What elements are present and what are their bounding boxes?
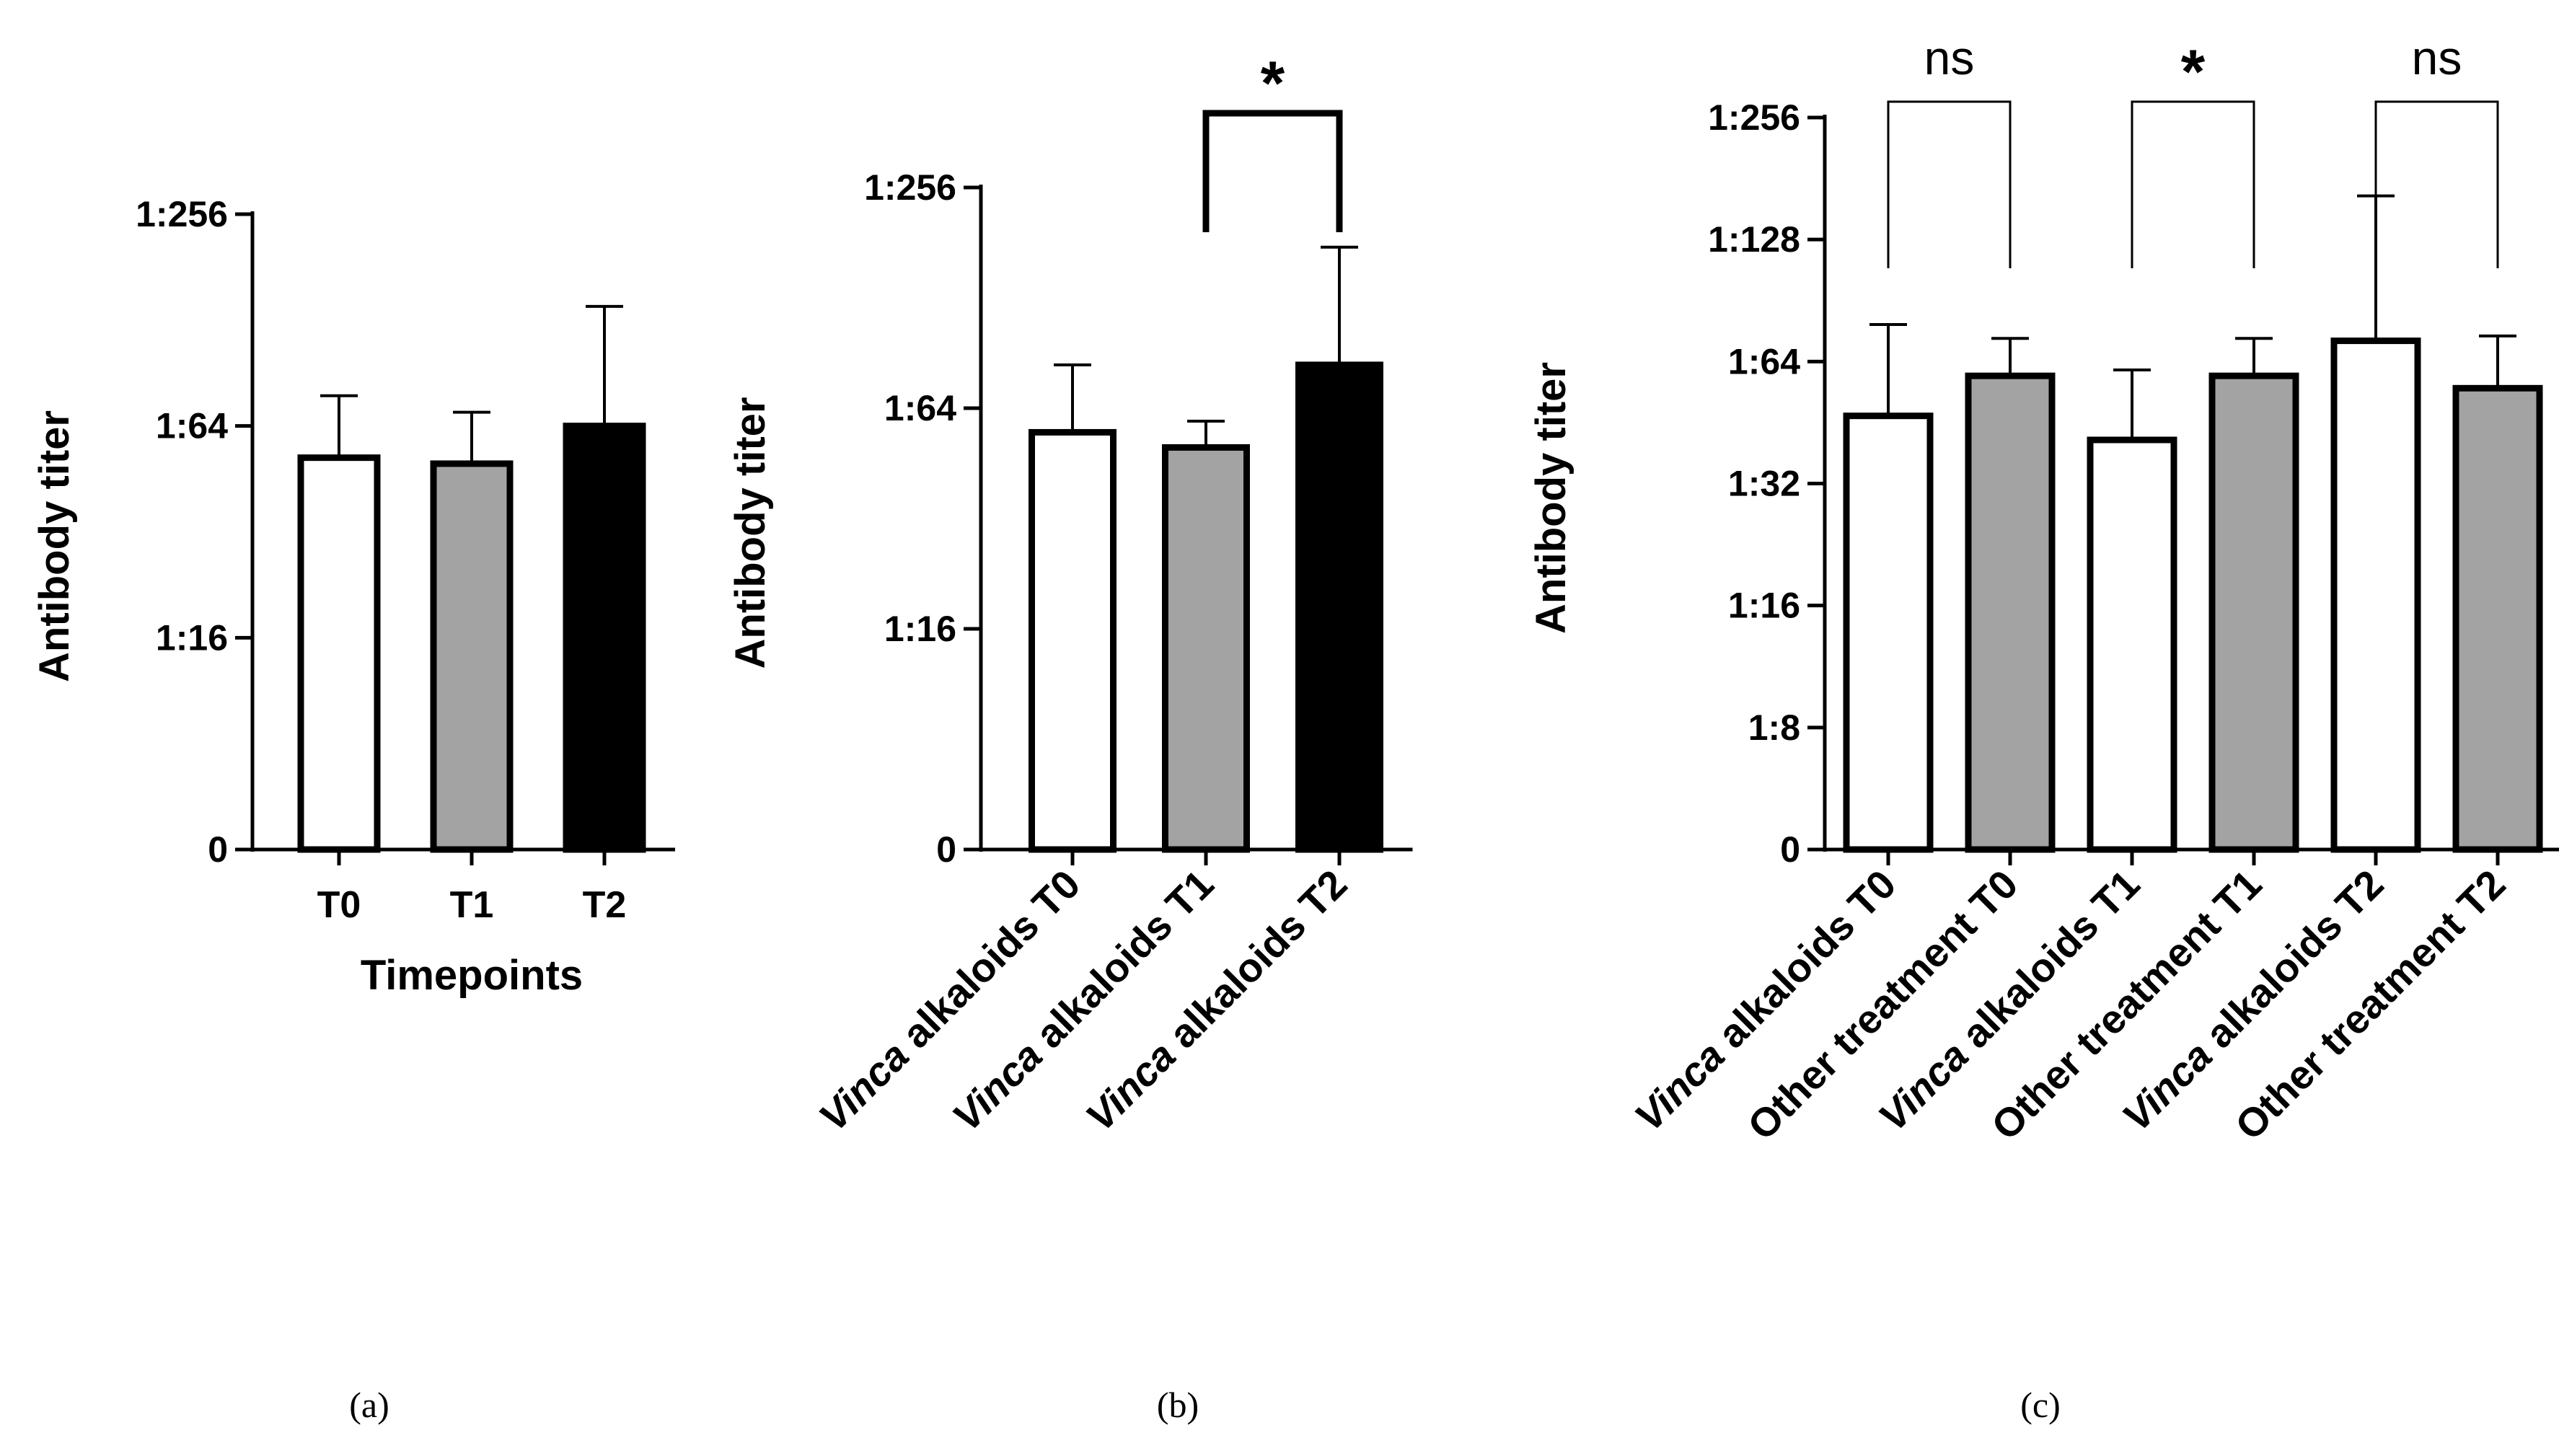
y-tick-label: 0 bbox=[936, 829, 956, 870]
bar bbox=[1029, 428, 1116, 853]
y-tick-label: 1:256 bbox=[864, 167, 956, 208]
x-tick-label: T2 bbox=[583, 884, 627, 926]
y-tick-label: 1:256 bbox=[1708, 97, 1800, 138]
bar bbox=[1295, 361, 1383, 853]
bar bbox=[2452, 384, 2543, 853]
significance-bracket bbox=[1887, 100, 2012, 268]
significance-label: ns bbox=[1924, 31, 1975, 84]
bar bbox=[1162, 444, 1250, 853]
x-tick-label: T0 bbox=[317, 884, 361, 926]
significance-bracket bbox=[1202, 110, 1343, 232]
bar bbox=[1965, 372, 2056, 853]
y-tick-label: 0 bbox=[1780, 829, 1800, 870]
significance-label: * bbox=[1261, 49, 1285, 118]
x-axis-title: Timepoints bbox=[361, 952, 583, 999]
y-tick-label: 1:64 bbox=[156, 406, 228, 446]
y-tick-label: 1:8 bbox=[1748, 707, 1800, 748]
bar bbox=[297, 454, 381, 853]
y-tick-label: 1:16 bbox=[884, 609, 956, 649]
significance-label: * bbox=[2181, 37, 2206, 107]
y-axis-title: Antibody titer bbox=[727, 397, 774, 669]
y-tick-label: 1:32 bbox=[1728, 464, 1800, 504]
y-tick-label: 1:128 bbox=[1708, 219, 1800, 260]
y-tick-label: 1:64 bbox=[884, 388, 956, 428]
y-tick-label: 1:16 bbox=[156, 617, 228, 658]
y-axis-title: Antibody titer bbox=[1528, 362, 1574, 634]
y-tick-label: 1:16 bbox=[1728, 586, 1800, 626]
bar bbox=[430, 460, 514, 853]
significance-bracket bbox=[2374, 100, 2499, 268]
bar bbox=[1843, 412, 1934, 853]
bar bbox=[2208, 372, 2299, 853]
panel-c-caption: (c) bbox=[2020, 1385, 2061, 1425]
panel-a-caption: (a) bbox=[349, 1385, 389, 1425]
significance-bracket bbox=[2131, 100, 2255, 268]
y-tick-label: 0 bbox=[208, 829, 228, 870]
y-axis-title: Antibody titer bbox=[31, 410, 78, 682]
x-tick-label: T1 bbox=[450, 884, 494, 926]
panel-b-caption: (b) bbox=[1157, 1385, 1199, 1425]
y-tick-label: 1:256 bbox=[136, 194, 228, 234]
bar bbox=[2087, 436, 2177, 853]
y-tick-label: 1:64 bbox=[1728, 341, 1800, 381]
bar bbox=[563, 423, 646, 853]
bar bbox=[2330, 337, 2421, 853]
significance-label: ns bbox=[2412, 31, 2462, 84]
panel-a-chart: 0 1:16 1:64 1:256 Antibody titer T0 T1 T2Timepo… bbox=[31, 194, 675, 999]
